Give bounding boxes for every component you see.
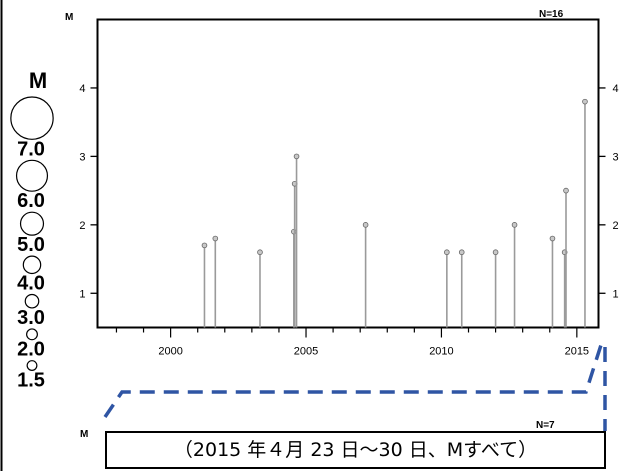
y-tick-label-right: 4 [613,83,619,95]
y-tick-label-left: 1 [79,288,85,300]
y-tick-label-left: 4 [79,83,85,95]
stem-marker [563,187,569,194]
stem-marker [362,222,369,228]
stem-marker [212,235,219,242]
stem-marker [492,249,499,256]
y-tick-label-right: 3 [613,151,619,163]
legend-circle [19,211,45,236]
stem-marker [444,249,450,256]
stem-marker [582,98,588,105]
x-tick-label: 2005 [294,346,318,358]
legend-circle [26,328,38,341]
stem-marker [201,242,208,249]
x-ticks: 2000 2005 2010 2015 [115,327,589,358]
stem-marker [549,235,556,242]
x-tick-label: 2010 [429,346,453,358]
legend-title: M [29,68,47,93]
legend-label: 4.0 [17,272,45,294]
stem-marker [511,222,518,228]
x-tick-label: 2015 [565,346,589,358]
y-axis-label: M [65,12,73,23]
y-tick-label-left: 3 [79,151,85,163]
y-ticks: 1 1 2 2 3 3 4 4 [79,83,618,300]
stem-series [201,98,588,328]
stem-marker [257,249,263,256]
zoom-connector-left [103,344,603,418]
x-tick-label: 2000 [158,346,182,358]
y-tick-label-right: 2 [613,220,619,232]
stem-marker [458,249,465,256]
stem-marker [293,153,300,160]
legend-circle [24,293,40,309]
legend-circle [26,360,38,371]
stem-marker [291,228,297,235]
legend-label: 7.0 [17,138,45,160]
legend-label: 2.0 [17,339,45,361]
magnitude-legend: M 7.0 6.0 5.0 4.0 3.0 2.0 1.5 [10,68,54,391]
legend-circle [22,255,42,275]
legend-circle [10,96,54,140]
count-label: N=16 [539,9,564,20]
legend-label: 6.0 [17,190,45,212]
inset-y-axis-label: M [80,429,88,440]
legend-label: 1.5 [17,369,45,391]
inset-caption: （2015 年４月 23 日～30 日、Mすべて） [105,431,606,469]
legend-circle [15,159,49,192]
plot-frame [96,18,600,329]
legend-label: 5.0 [17,234,45,256]
legend-label: 3.0 [17,307,45,329]
inset-count-label: N=7 [536,420,555,431]
y-tick-label-right: 1 [613,288,619,300]
y-tick-label-left: 2 [79,220,85,232]
main-plot: M N=16 1 1 2 2 3 3 4 4 2000 2005 2010 2015 [65,9,619,358]
